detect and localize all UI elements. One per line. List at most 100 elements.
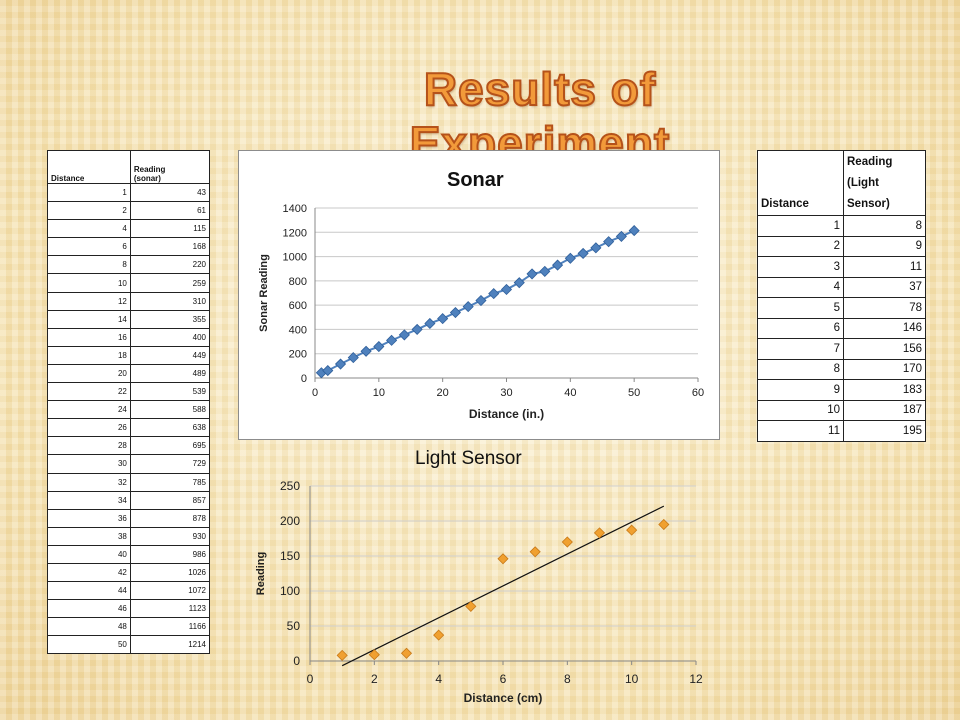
light-sensor-data-table: Distance Reading (Light Sensor) 1 8 2 9 3 11 4 37 5 7… [757,150,926,442]
data-point [386,334,398,346]
light-sensor-chart: 0 50 100 150 200 250 0 2 4 6 8 10 12 Light Sensor Dist… [240,440,720,715]
table-row: 50 1214 [47,635,211,655]
reading-cell: 259 [129,273,211,293]
data-point [488,288,500,300]
data-point [626,524,638,536]
distance-cell: 2 [757,235,844,257]
distance-cell: 42 [47,562,131,583]
data-point [497,553,509,565]
y-tick-label: 100 [280,584,300,598]
x-tick-label: 10 [625,672,639,686]
y-tick-label: 250 [280,479,300,493]
data-point [462,301,474,313]
header-reading: Reading (sonar) [129,150,211,184]
data-point [603,236,615,248]
reading-cell: 220 [129,255,211,275]
sonar-chart-svg: 0 200 400 600 800 1000 1200 1400 0 10 20 30 40 50 60 So… [258,169,704,421]
data-point [552,259,564,271]
y-tick-label: 1000 [283,252,307,264]
table-row: 42 1026 [47,562,211,583]
data-point [322,365,334,377]
header-distance: Distance [757,150,844,216]
reading-cell: 168 [129,237,211,257]
distance-cell: 10 [47,273,131,293]
distance-cell: 4 [47,219,131,239]
x-tick-label: 20 [437,387,449,399]
x-tick-label: 30 [500,387,512,399]
distance-cell: 8 [757,358,844,380]
distance-cell: 5 [757,297,844,319]
header-reading: Reading (Light Sensor) [843,150,926,216]
reading-cell: 1026 [129,562,211,583]
reading-cell: 78 [843,297,926,319]
reading-cell: 729 [129,454,211,474]
reading-cell: 355 [129,309,211,329]
table-row: 2 61 [47,201,211,221]
reading-cell: 489 [129,363,211,384]
x-tick-label: 2 [371,672,378,686]
data-point [449,306,461,319]
distance-cell: 36 [47,508,131,528]
distance-cell: 7 [757,338,844,360]
reading-cell: 43 [129,182,211,203]
y-tick-label: 800 [289,276,307,288]
distance-cell: 32 [47,472,131,492]
table-row: 6 168 [47,237,211,257]
distance-cell: 4 [757,276,844,298]
y-tick-label: 50 [287,619,301,633]
data-point [628,225,640,237]
data-point [529,546,541,558]
y-tick-label: 0 [293,654,300,668]
reading-cell: 195 [843,420,926,442]
x-tick-label: 8 [564,672,571,686]
table-row: 11 195 [757,420,926,442]
reading-cell: 156 [843,338,926,360]
sonar-data-table: Distance Reading (sonar) 1 43 2 61 4 115 6 168 8 220… [47,150,211,655]
reading-cell: 539 [129,382,211,402]
reading-cell: 37 [843,276,926,298]
distance-cell: 50 [47,635,131,655]
y-tick-label: 1400 [283,203,307,215]
distance-cell: 20 [47,363,131,384]
x-tick-label: 4 [435,672,442,686]
y-tick-label: 200 [280,514,300,528]
data-point [424,317,436,330]
distance-cell: 24 [47,400,131,420]
distance-cell: 1 [47,182,131,203]
data-point [475,294,487,307]
x-tick-label: 10 [373,387,385,399]
x-tick-label: 50 [628,387,640,399]
data-point [400,647,413,659]
table-row: 46 1123 [47,599,211,619]
reading-cell: 183 [843,379,926,401]
distance-cell: 3 [757,256,844,278]
table-row: 18 449 [47,345,211,365]
distance-cell: 8 [47,255,131,275]
header-distance: Distance [47,150,131,184]
table-row: 12 310 [47,291,211,311]
distance-cell: 6 [757,317,844,339]
y-tick-label: 600 [289,300,307,312]
x-tick-label: 6 [500,672,507,686]
data-point [465,600,477,612]
reading-cell: 61 [129,201,211,221]
y-axis-label: Reading [255,552,267,595]
reading-cell: 9 [843,235,926,257]
reading-cell: 1214 [129,635,211,655]
distance-cell: 9 [757,379,844,401]
table-row: 8 220 [47,255,211,275]
table-row: 14 355 [47,309,211,329]
reading-cell: 930 [129,526,211,546]
data-point [334,358,347,370]
reading-cell: 695 [129,436,211,456]
reading-cell: 638 [129,418,211,438]
table-row: 32 785 [47,472,211,492]
slide-title: Results of Experiment [409,62,671,170]
data-point [577,247,589,259]
data-point [564,252,576,264]
data-point [615,230,627,242]
reading-cell: 400 [129,327,211,347]
table-header-row: Distance Reading (Light Sensor) [757,150,926,216]
data-point [539,265,551,277]
